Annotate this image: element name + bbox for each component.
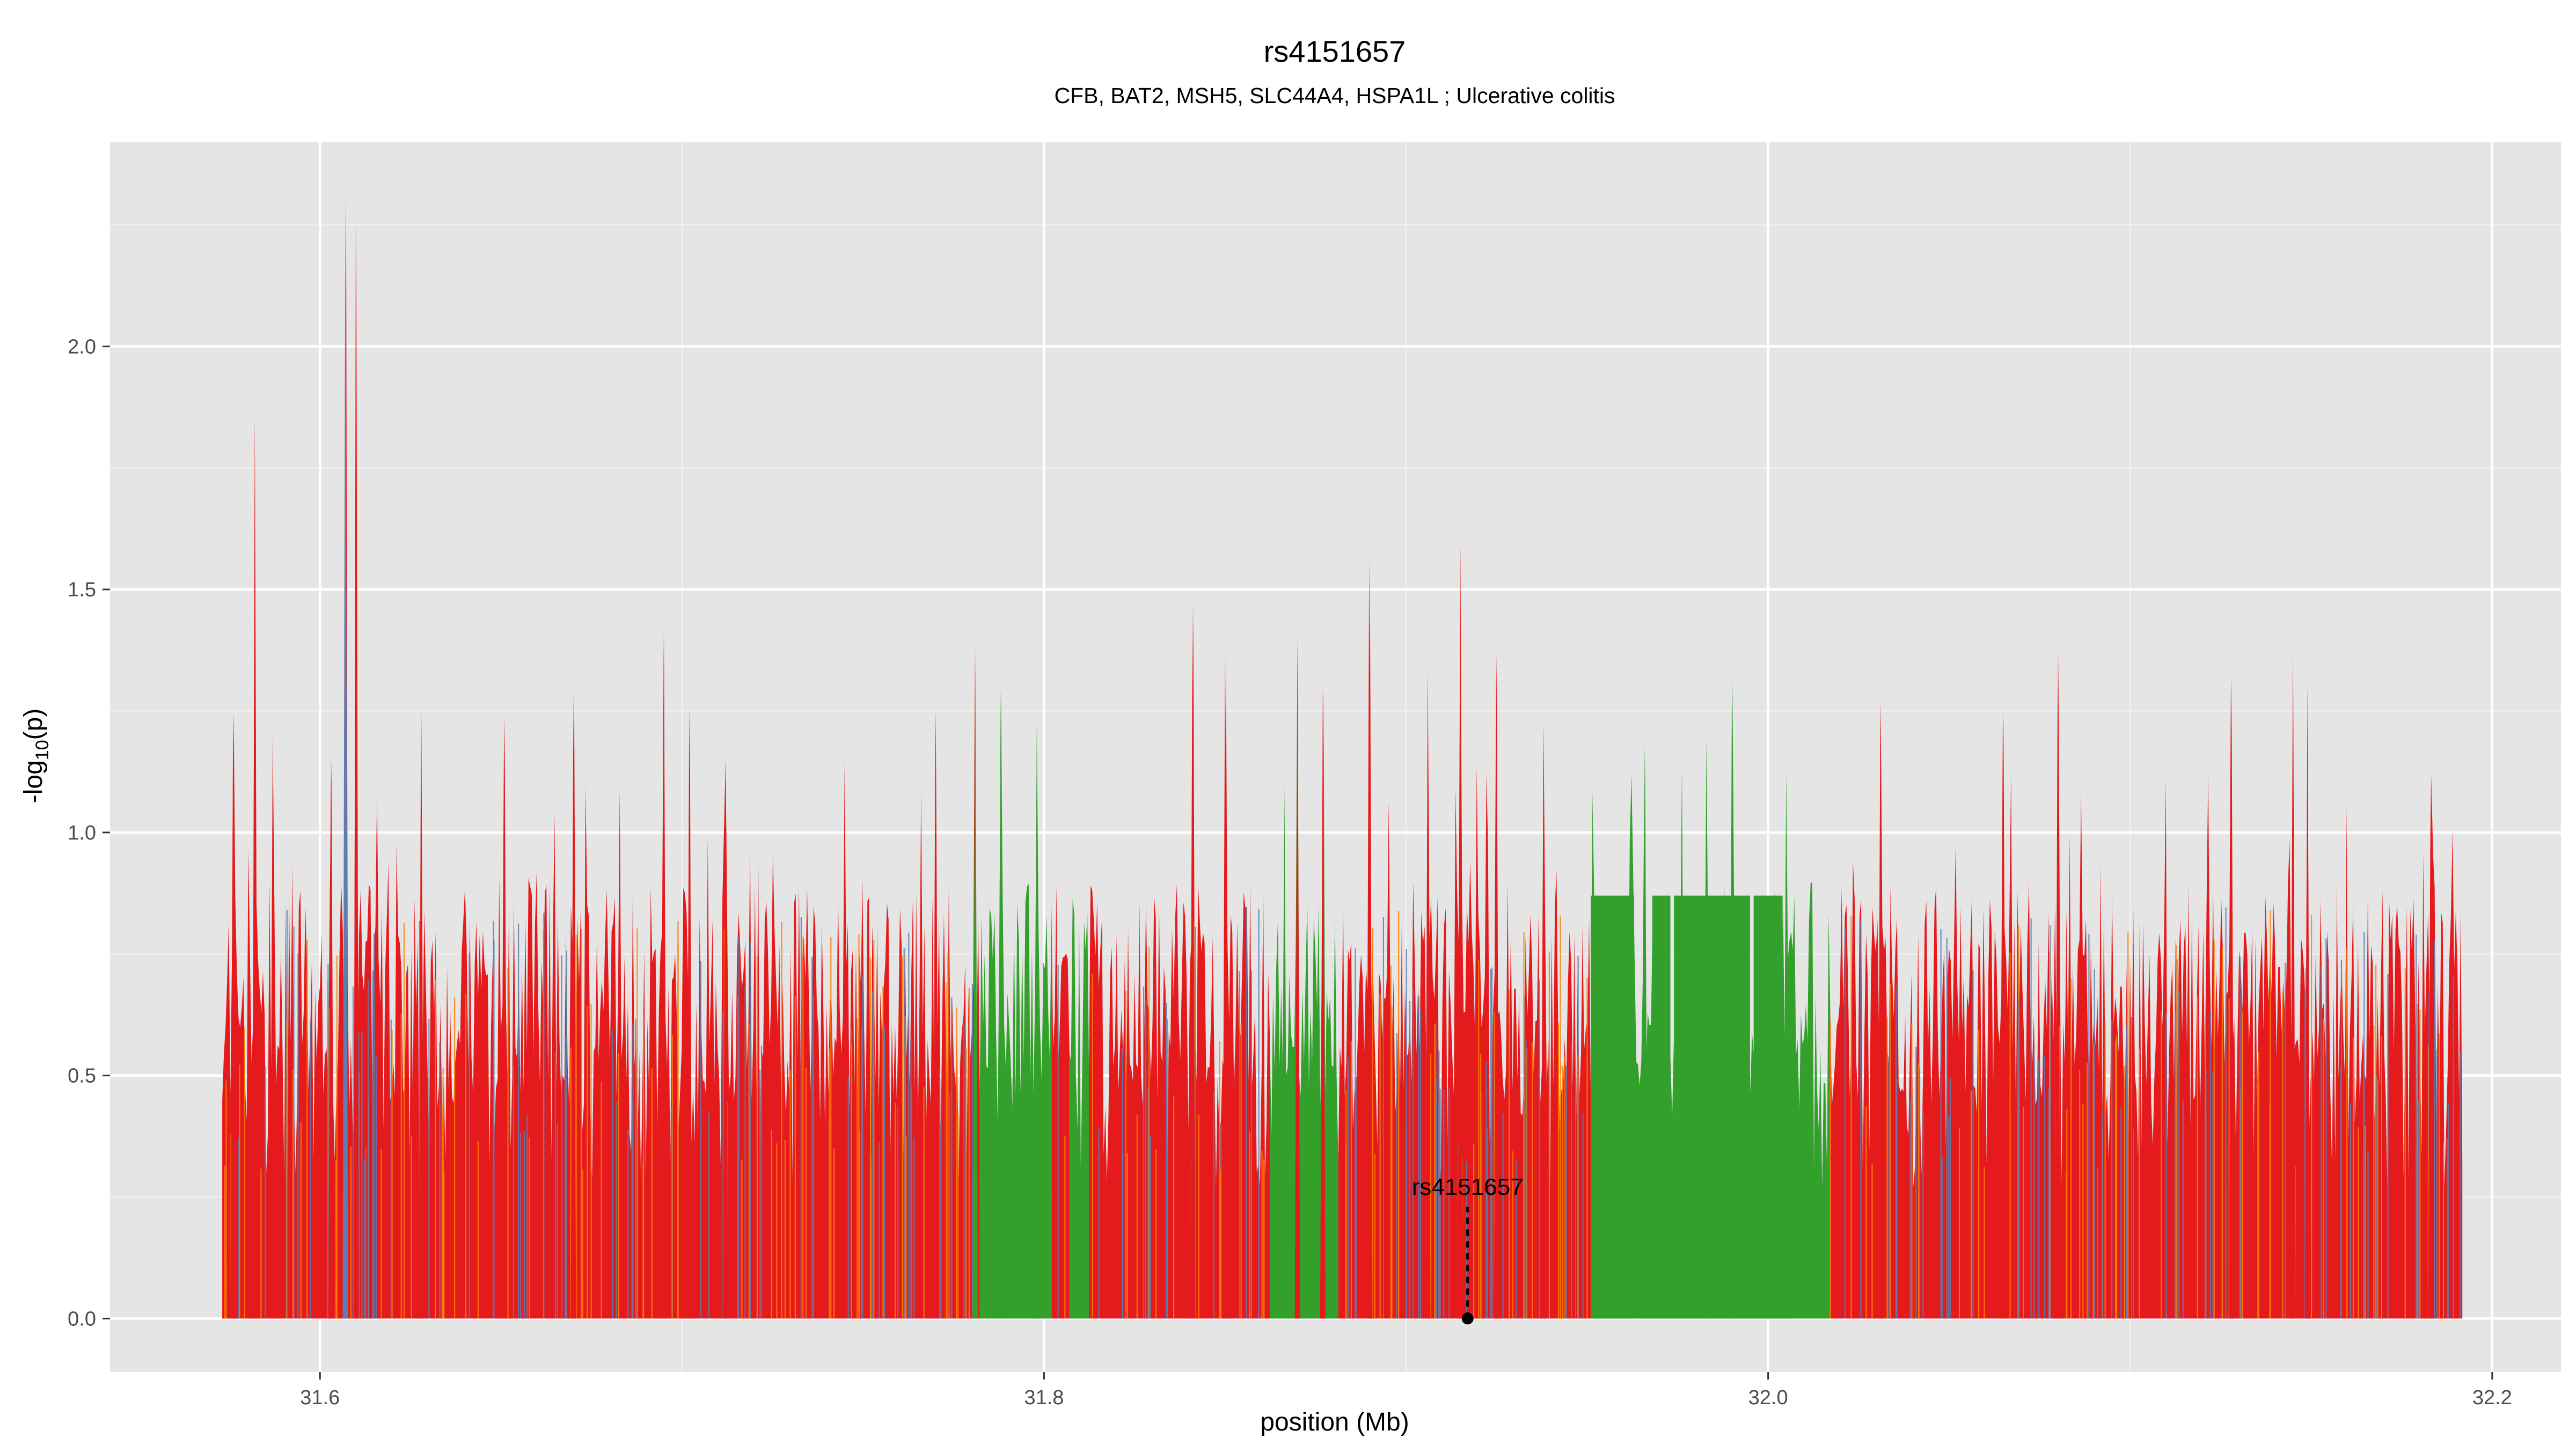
signal-peak — [972, 647, 978, 1319]
green-block — [1674, 895, 1750, 1319]
annotation-layer: rs4151657 — [1412, 1174, 1524, 1325]
signal-peak — [1877, 701, 1883, 1319]
signal-peak — [2304, 687, 2310, 1319]
signal-peak — [1425, 672, 1431, 1319]
y-tick-label: 1.5 — [68, 579, 96, 601]
signal-area-red — [222, 195, 980, 1319]
signal-peak — [1783, 774, 1789, 1319]
y-axis-label-tail: (p) — [19, 709, 48, 740]
signal-area-green — [1069, 899, 1089, 1319]
x-tick-label: 31.8 — [1024, 1387, 1064, 1409]
signal-peak — [1642, 745, 1648, 1319]
chart-title: rs4151657 — [1264, 34, 1406, 68]
y-tick-label: 0.5 — [68, 1065, 96, 1088]
signal-peak — [1703, 740, 1709, 1319]
signal-peak — [2229, 677, 2235, 1319]
signal-peak — [2001, 711, 2007, 1319]
signal-peak — [1294, 638, 1300, 1319]
y-tick-label: 1.0 — [68, 822, 96, 844]
signal-peak — [230, 711, 236, 1319]
y-axis-label-main: -log — [19, 760, 48, 803]
signal-peak — [328, 760, 334, 1319]
x-tick-label: 32.2 — [2472, 1387, 2512, 1409]
x-tick-label: 31.6 — [300, 1387, 340, 1409]
signal-peak — [252, 419, 258, 1319]
signal-peak — [1458, 545, 1463, 1319]
y-axis-label-sub: 10 — [32, 740, 53, 760]
signal-peaks — [230, 195, 2434, 1319]
signal-peak — [722, 760, 728, 1319]
signal-peak — [1367, 560, 1373, 1319]
signal-peak — [1034, 725, 1040, 1319]
signal-peak — [1494, 652, 1499, 1319]
axes: 31.6 31.8 32.0 32.2 0.0 0.5 1.0 1.5 2.0 — [68, 335, 2512, 1409]
y-tick-label: 2.0 — [68, 335, 96, 358]
signal-peak — [2428, 774, 2434, 1319]
signal-peak — [2055, 652, 2061, 1319]
chart-subtitle: CFB, BAT2, MSH5, SLC44A4, HSPA1L ; Ulcer… — [1054, 83, 1615, 108]
signal-peak — [353, 215, 359, 1319]
signal-peak — [1541, 725, 1547, 1319]
green-block — [1753, 895, 1783, 1319]
y-axis-label: -log10(p) — [19, 709, 53, 804]
x-axis-label: position (Mb) — [1260, 1408, 1409, 1436]
green-block — [1591, 895, 1635, 1319]
signal-peak — [933, 711, 939, 1319]
signal-area-green — [979, 687, 1052, 1319]
annotation-label: rs4151657 — [1412, 1174, 1524, 1200]
signal-peak — [419, 711, 425, 1319]
signal-area-red — [1830, 652, 2463, 1319]
signal-area-red — [1338, 545, 1591, 1319]
signal-peak — [1222, 647, 1228, 1319]
y-tick-label: 0.0 — [68, 1308, 96, 1330]
signal-peak — [998, 687, 1004, 1319]
signal-peak — [2290, 652, 2296, 1319]
signal-peak — [1190, 604, 1196, 1319]
signal-peak — [686, 706, 692, 1319]
signal-peak — [342, 195, 348, 1319]
signal-peak — [570, 691, 576, 1319]
signal-peak — [502, 716, 508, 1319]
annotation-point — [1461, 1312, 1474, 1325]
signal-peak — [270, 735, 276, 1319]
signal-peak — [1320, 687, 1326, 1319]
signal-peak — [1729, 682, 1735, 1319]
signal-peak — [661, 633, 667, 1319]
green-block — [1652, 895, 1671, 1319]
x-tick-label: 32.0 — [1748, 1387, 1788, 1409]
